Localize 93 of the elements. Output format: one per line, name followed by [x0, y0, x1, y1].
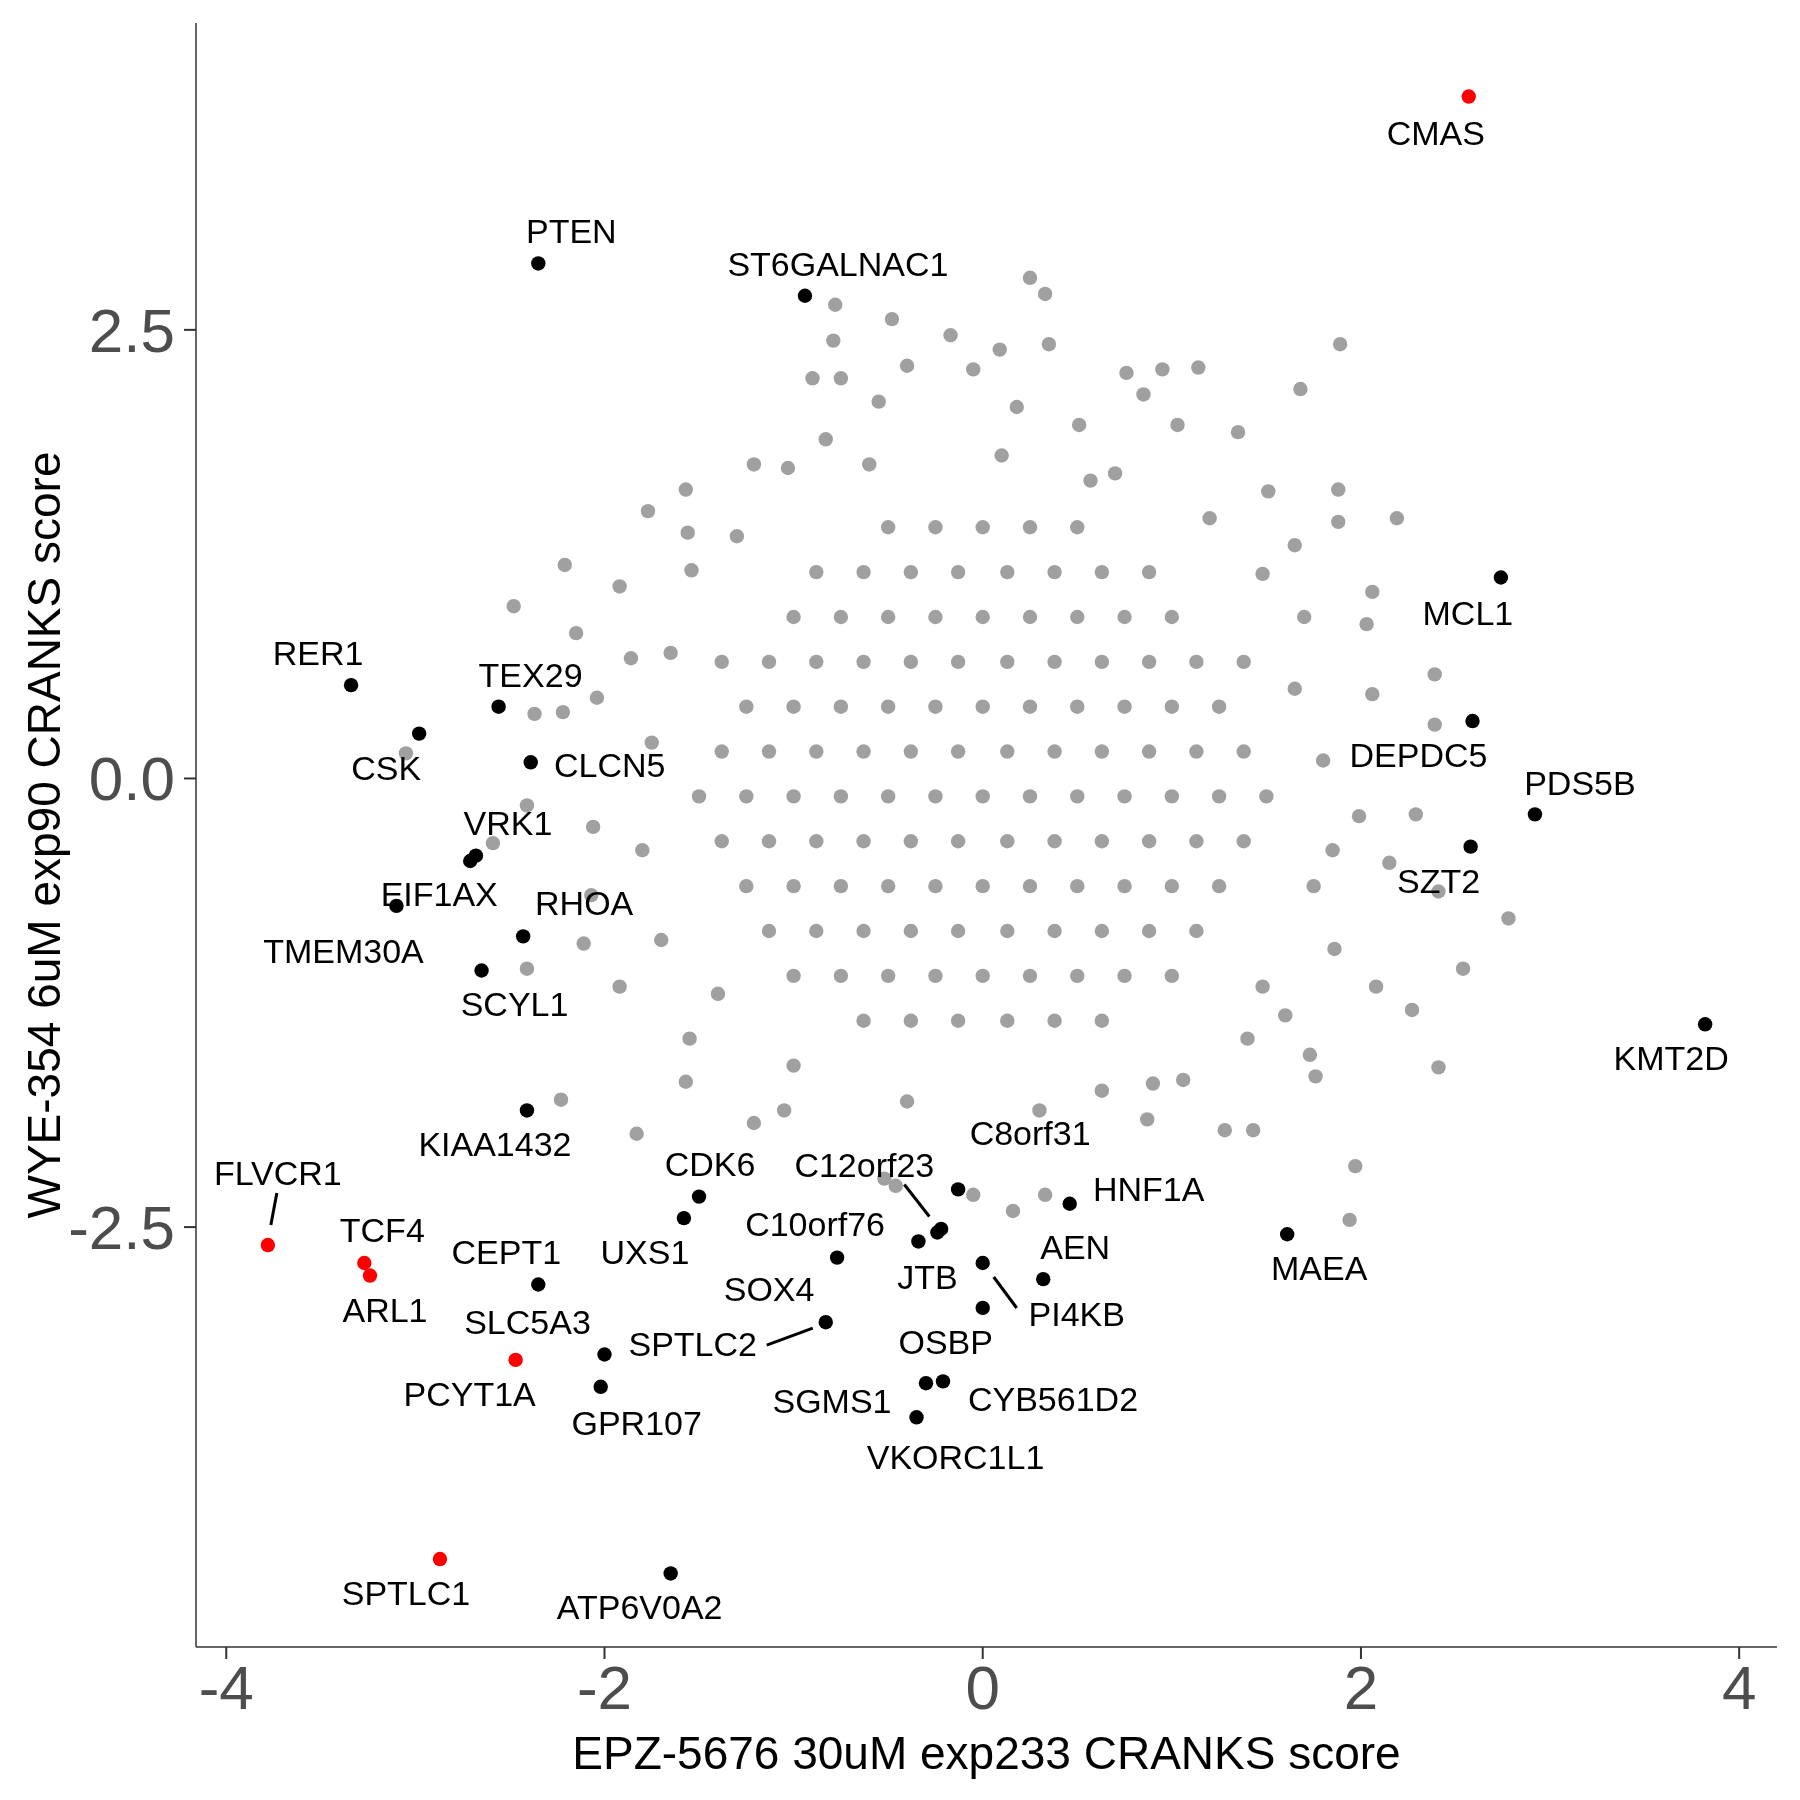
annotation: SGMS1	[772, 1382, 892, 1421]
annotation: UXS1	[600, 1233, 690, 1272]
annotation: KIAA1432	[418, 1125, 572, 1164]
point	[593, 1379, 608, 1394]
point	[909, 1410, 924, 1425]
annotation: HNF1A	[1092, 1169, 1205, 1208]
annotation: EIF1AX	[380, 875, 498, 914]
point	[950, 1182, 966, 1197]
point	[362, 1268, 378, 1283]
annotation: CDK6	[664, 1144, 756, 1183]
point	[1461, 89, 1476, 104]
point	[260, 1237, 276, 1253]
x-tick-label: 4	[1721, 1653, 1757, 1723]
annotation: SCYL1	[460, 985, 569, 1024]
annotation: OSBP	[898, 1322, 993, 1361]
annotation: CMAS	[1386, 113, 1485, 152]
annotation: TEX29	[478, 655, 583, 694]
point	[911, 1234, 926, 1249]
point	[531, 1277, 546, 1292]
annotation: VKORC1L1	[866, 1438, 1045, 1477]
point	[523, 755, 538, 770]
annotation: VRK1	[463, 803, 553, 842]
point	[797, 288, 813, 303]
point	[411, 726, 427, 741]
point	[515, 929, 531, 944]
annotation: DEPDC5	[1349, 736, 1488, 775]
y-axis-title: WYE-354 6uM exp90 CRANKS score	[18, 451, 70, 1219]
point	[1463, 839, 1478, 854]
annotation: CEPT1	[451, 1232, 562, 1271]
point	[1036, 1271, 1051, 1287]
annotation: GPR107	[571, 1403, 702, 1442]
point	[818, 1315, 833, 1330]
point	[597, 1347, 612, 1362]
point	[531, 256, 546, 271]
annotation: ATP6V0A2	[556, 1588, 723, 1627]
annotation: PTEN	[525, 212, 617, 251]
point	[491, 699, 506, 714]
annotation: TMEM30A	[263, 931, 425, 970]
annotation: FLVCR1	[213, 1154, 342, 1193]
annotation: ARL1	[342, 1290, 428, 1329]
point	[676, 1210, 692, 1226]
annotation: PI4KB	[1028, 1294, 1125, 1333]
point	[343, 677, 359, 693]
point	[691, 1189, 707, 1204]
annotation: CYB561D2	[967, 1380, 1139, 1419]
annotation: JTB	[897, 1258, 958, 1297]
x-tick-label: 2	[1343, 1653, 1379, 1723]
x-tick-label: 0	[965, 1653, 1000, 1723]
x-axis-title: EPZ-5676 30uM exp233 CRANKS score	[572, 1727, 1401, 1779]
annotation: C12orf23	[794, 1146, 935, 1185]
point	[474, 963, 489, 978]
annotation: SZT2	[1397, 861, 1481, 900]
point	[1279, 1227, 1295, 1242]
annotation: MAEA	[1271, 1249, 1368, 1288]
annotation: ST6GALNAC1	[727, 244, 949, 283]
annotation: RHOA	[535, 884, 634, 923]
x-tick-label: -4	[198, 1653, 254, 1723]
point	[357, 1255, 372, 1271]
annotation: TCF4	[339, 1210, 425, 1249]
point	[432, 1551, 448, 1567]
y-tick-label: 2.5	[88, 295, 175, 365]
annotation: KMT2D	[1613, 1039, 1729, 1078]
point	[975, 1300, 990, 1316]
annotation: AEN	[1040, 1228, 1111, 1267]
annotation: SLC5A3	[464, 1302, 591, 1341]
annotation: PDS5B	[1524, 764, 1636, 803]
annotation: PCYT1A	[403, 1374, 537, 1413]
annotation: SPTLC2	[628, 1325, 757, 1364]
annotation: SPTLC1	[341, 1574, 471, 1613]
point	[1527, 807, 1543, 822]
annotation: CSK	[351, 748, 422, 787]
annotation: C8orf31	[969, 1114, 1091, 1153]
point	[918, 1376, 934, 1391]
point	[508, 1352, 523, 1368]
point	[935, 1374, 951, 1389]
y-tick-label: -2.5	[68, 1193, 175, 1263]
point	[1493, 570, 1509, 585]
annotation: SOX4	[723, 1269, 815, 1308]
point	[829, 1250, 845, 1265]
point	[519, 1103, 535, 1118]
point	[1062, 1196, 1077, 1211]
annotation: MCL1	[1422, 594, 1514, 633]
annotation: RER1	[272, 634, 364, 673]
point	[663, 1566, 678, 1581]
point	[463, 853, 478, 869]
point	[975, 1255, 990, 1271]
annotation: C10orf76	[745, 1204, 886, 1243]
annotation: CLCN5	[553, 746, 666, 785]
point	[933, 1221, 949, 1237]
point	[1465, 713, 1480, 729]
point	[1697, 1017, 1713, 1032]
y-tick-label: 0.0	[88, 744, 175, 814]
x-tick-label: -2	[576, 1653, 633, 1723]
